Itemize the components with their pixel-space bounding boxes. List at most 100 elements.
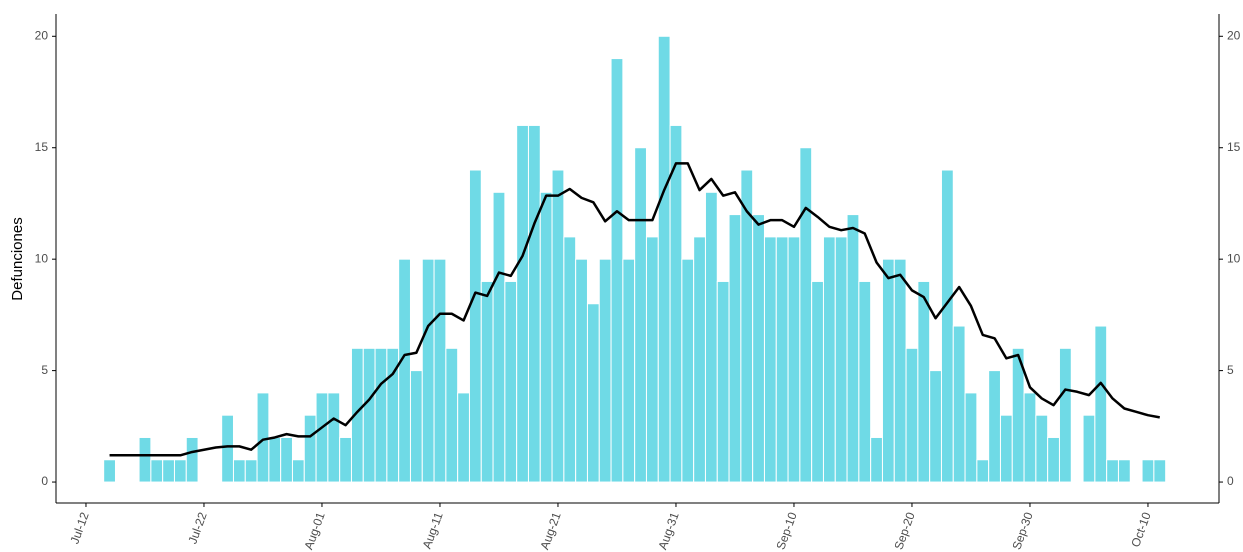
bar: [1058, 347, 1072, 483]
bar: [763, 236, 777, 483]
bar: [256, 392, 270, 483]
x-tick-label: Jul-12: [67, 510, 91, 546]
bar: [398, 258, 411, 483]
bar: [704, 191, 718, 483]
bar: [693, 236, 706, 483]
bar: [575, 258, 588, 483]
bar: [291, 459, 305, 483]
bar: [138, 436, 152, 483]
bar: [339, 436, 352, 483]
bar: [445, 347, 459, 483]
bar: [999, 414, 1013, 483]
bar: [645, 236, 659, 483]
x-tick-label: Oct-10: [1128, 510, 1154, 549]
bar: [303, 414, 317, 483]
bar: [551, 169, 565, 483]
x-tick-label: Jul-22: [185, 510, 209, 546]
bar: [1117, 459, 1131, 483]
bar: [221, 414, 234, 483]
bar: [1106, 459, 1119, 483]
x-tick-label: Aug-11: [420, 510, 446, 551]
bar: [162, 459, 175, 483]
bar: [362, 347, 376, 483]
bar: [315, 392, 329, 483]
y-axis-title: Defunciones: [9, 217, 26, 300]
bar: [185, 436, 199, 483]
bar: [433, 258, 447, 483]
bar: [834, 236, 848, 483]
bar: [492, 191, 506, 483]
bar: [150, 459, 164, 483]
bar: [881, 258, 895, 483]
bar: [728, 214, 742, 483]
bar: [457, 392, 470, 483]
y-tick-label: 10: [35, 251, 49, 265]
bar: [669, 124, 683, 483]
moving-average-line: [109, 162, 1160, 457]
bar: [421, 258, 435, 483]
bar: [976, 459, 990, 483]
bar: [940, 169, 954, 483]
bar: [988, 370, 1001, 483]
x-tick-label: Aug-01: [301, 510, 328, 551]
bar: [327, 392, 341, 483]
x-tick-label: Sep-10: [773, 510, 800, 551]
y2-tick-label: 0: [1227, 474, 1234, 488]
bar: [811, 280, 824, 483]
bar: [598, 258, 612, 483]
bar: [586, 303, 600, 483]
y2-tick-label: 20: [1227, 28, 1241, 42]
bar: [244, 459, 258, 483]
bar: [232, 459, 246, 483]
x-tick-label: Sep-20: [891, 510, 918, 551]
bar: [280, 436, 293, 483]
bar: [657, 35, 671, 483]
bar: [103, 459, 116, 483]
bar: [929, 370, 942, 483]
bar: [822, 236, 836, 483]
bar: [917, 280, 931, 483]
bar: [504, 280, 518, 483]
y2-tick-label: 15: [1227, 140, 1241, 154]
x-tick-label: Aug-31: [655, 510, 682, 551]
bar: [1035, 414, 1049, 483]
bar: [516, 124, 529, 483]
bar: [1047, 436, 1060, 483]
bar: [610, 58, 624, 483]
bar: [952, 325, 966, 483]
bar: [268, 436, 282, 483]
bar: [716, 280, 730, 483]
bar: [539, 191, 553, 483]
x-tick-label: Sep-30: [1009, 510, 1036, 551]
bar: [905, 347, 919, 483]
bar: [1141, 459, 1155, 483]
bar: [527, 124, 541, 483]
bar: [622, 258, 636, 483]
y-tick-label: 20: [35, 28, 49, 42]
bar: [681, 258, 695, 483]
bar: [799, 147, 813, 483]
bar: [870, 436, 883, 483]
bar: [1082, 414, 1096, 483]
bar: [1153, 459, 1167, 483]
bar: [563, 236, 577, 483]
bar: [964, 392, 978, 483]
bar: [374, 347, 388, 483]
bar: [1023, 392, 1037, 483]
y-tick-label: 0: [41, 474, 48, 488]
x-tick-label: Aug-21: [537, 510, 564, 551]
y2-tick-label: 5: [1227, 363, 1234, 377]
bar: [409, 370, 423, 483]
bar: [846, 214, 860, 483]
bar: [893, 258, 907, 483]
bar: [468, 169, 482, 483]
bar: [480, 280, 494, 483]
bar: [634, 147, 647, 483]
y2-tick-label: 10: [1227, 251, 1241, 265]
y-tick-label: 15: [35, 140, 49, 154]
bar: [787, 236, 801, 483]
bar: [752, 214, 765, 483]
bar: [858, 280, 872, 483]
bar: [173, 459, 187, 483]
